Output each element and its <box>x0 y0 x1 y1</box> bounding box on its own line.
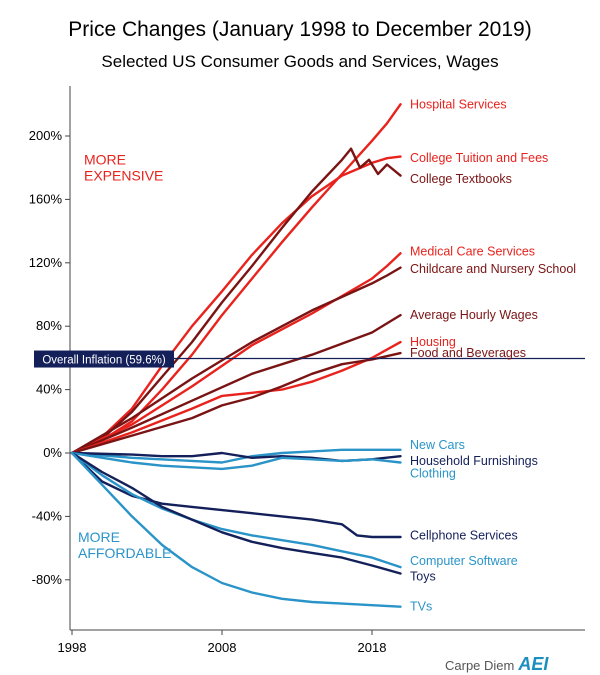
series-label: College Tuition and Fees <box>410 151 548 165</box>
y-tick-label: -40% <box>32 508 63 523</box>
y-tick-label: -80% <box>32 572 63 587</box>
y-tick-label: 120% <box>29 255 63 270</box>
series-label: Cellphone Services <box>410 528 518 542</box>
series-label: Medical Care Services <box>410 245 535 259</box>
annotation-text: MORE <box>84 152 126 168</box>
series-label: Average Hourly Wages <box>410 308 538 322</box>
y-tick-label: 40% <box>36 382 62 397</box>
x-tick-label: 1998 <box>58 640 87 655</box>
series-line <box>70 451 402 539</box>
y-tick-label: 80% <box>36 318 62 333</box>
y-tick-label: 160% <box>29 191 63 206</box>
series-label: Toys <box>410 570 436 584</box>
reference-label-box <box>34 350 174 368</box>
series-line <box>70 252 402 455</box>
annotation-text: MORE <box>78 529 120 545</box>
annotation-text: AFFORDABLE <box>78 545 171 561</box>
series-line <box>70 103 402 455</box>
brand-source: Carpe Diem <box>445 658 515 673</box>
series-line <box>70 451 402 471</box>
series-line <box>70 313 402 455</box>
chart-subtitle: Selected US Consumer Goods and Services,… <box>101 52 499 71</box>
series-label: Childcare and Nursery School <box>410 262 576 276</box>
series-line <box>70 448 402 464</box>
series-label: Food and Beverages <box>410 346 526 360</box>
series-label: TVs <box>410 600 432 614</box>
series-line <box>70 451 402 575</box>
series-label: Hospital Services <box>410 97 507 111</box>
series-label: Computer Software <box>410 554 518 568</box>
y-tick-label: 0% <box>43 445 62 460</box>
series-label: Household Furnishings <box>410 454 538 468</box>
series-label: Housing <box>410 335 456 349</box>
series-line <box>70 351 402 455</box>
y-tick-label: 200% <box>29 128 63 143</box>
series-label: Clothing <box>410 467 456 481</box>
series-line <box>70 451 402 569</box>
chart-title: Price Changes (January 1998 to December … <box>68 18 532 41</box>
series-line <box>70 451 402 608</box>
reference-label: Overall Inflation (59.6%) <box>42 355 166 367</box>
annotation-text: EXPENSIVE <box>84 168 163 184</box>
brand-logo: AEI <box>518 654 549 674</box>
series-label: New Cars <box>410 438 465 452</box>
series-line <box>70 147 402 455</box>
series-label: College Textbooks <box>410 172 512 186</box>
branding: Carpe Diem AEI <box>445 654 548 675</box>
series-line <box>70 155 402 455</box>
x-tick-label: 2018 <box>358 640 387 655</box>
x-tick-label: 2008 <box>208 640 237 655</box>
series-line <box>70 266 402 455</box>
